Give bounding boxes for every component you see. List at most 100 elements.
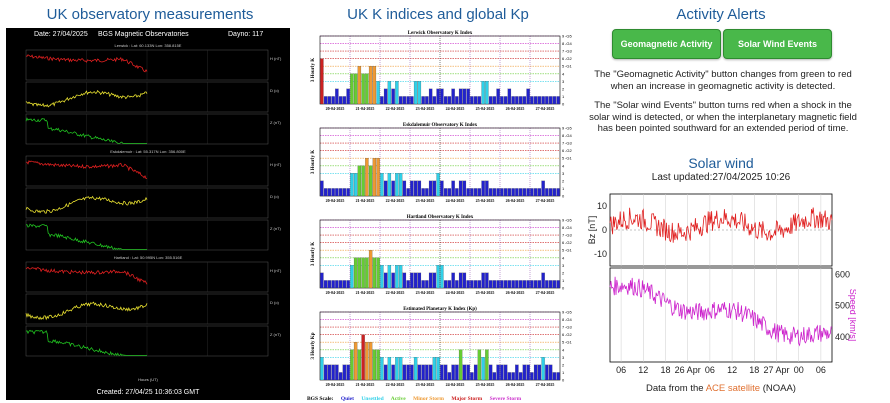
k-bar xyxy=(402,96,407,105)
k-bar xyxy=(492,280,497,289)
k-tick: 6 xyxy=(562,148,565,153)
k-bar xyxy=(507,280,512,289)
bgs-major-storm: Major Storm xyxy=(451,396,483,402)
gscale-label: -G1 xyxy=(565,248,572,253)
k-bar xyxy=(492,372,497,381)
k-bar xyxy=(372,349,377,381)
k-date-label: 25-04-2025 xyxy=(476,382,495,387)
k-bar xyxy=(413,272,418,289)
k-bar xyxy=(350,73,354,105)
k-bar xyxy=(327,364,332,381)
k-bar xyxy=(353,257,358,289)
k-bar xyxy=(327,188,332,197)
speed-tick: 400 xyxy=(835,332,850,342)
k-bar xyxy=(451,88,455,105)
gscale-label: -G2 xyxy=(565,56,572,61)
k-bar xyxy=(342,364,347,381)
k-bar xyxy=(391,88,395,105)
k-bar xyxy=(470,188,474,197)
gscale-label: -G4 xyxy=(565,317,572,322)
kindices-title: UK K indices and global Kp xyxy=(347,6,529,23)
k-tick: 5 xyxy=(562,248,565,253)
geomagnetic-activity-button[interactable]: Geomagnetic Activity xyxy=(612,29,721,59)
k-bar xyxy=(473,364,478,381)
kpanel-frame xyxy=(319,35,561,105)
k-date-label: 24-04-2025 xyxy=(446,382,465,387)
k-bar xyxy=(455,188,459,197)
k-tick: 4 xyxy=(562,347,565,352)
k-date-label: 26-04-2025 xyxy=(506,106,525,111)
k-bar xyxy=(496,364,500,381)
sw-x-tick: 18 xyxy=(660,365,670,375)
k-bar xyxy=(425,364,429,381)
trace-h xyxy=(25,54,148,73)
k-bar xyxy=(533,188,538,197)
k-bar xyxy=(391,364,395,381)
k-bar xyxy=(342,280,347,289)
k-bar xyxy=(496,88,500,105)
k-bar xyxy=(455,96,459,105)
k-bar xyxy=(338,372,343,381)
k-bar xyxy=(440,88,444,105)
solar-wind-events-button[interactable]: Solar Wind Events xyxy=(723,29,832,59)
mag-x-axis: Hours (UT) xyxy=(138,377,158,382)
k-bar xyxy=(320,272,324,289)
k-bar xyxy=(522,280,527,289)
k-bar xyxy=(473,188,478,197)
k-bar xyxy=(440,265,444,289)
sw-x-tick: 00 xyxy=(794,365,804,375)
k-bar xyxy=(548,364,553,381)
k-bar xyxy=(365,73,369,105)
k-bar xyxy=(383,180,388,197)
k-bar xyxy=(368,165,373,197)
k-bar xyxy=(353,173,358,197)
k-bar xyxy=(541,272,545,289)
magnetometer-plot[interactable]: Date: 27/04/2025 BGS Magnetic Observator… xyxy=(6,28,290,400)
k-bar xyxy=(443,188,448,197)
k-bar xyxy=(395,265,399,289)
k-bar xyxy=(425,188,429,197)
gscale-label: -G4 xyxy=(565,133,572,138)
k-date-label: 22-04-2025 xyxy=(386,106,405,111)
k-bar xyxy=(552,372,557,381)
k-bar xyxy=(485,180,489,197)
trace-label: Z (nT) xyxy=(270,120,282,125)
k-bar xyxy=(338,96,343,105)
ace-satellite-link[interactable]: ACE satellite xyxy=(705,383,761,394)
k-bar xyxy=(481,81,485,105)
sw-x-tick: 26 Apr xyxy=(675,365,701,375)
k-tick: 8 xyxy=(562,133,565,138)
k-bar xyxy=(402,272,407,289)
k-bar xyxy=(447,372,452,381)
magnetometer-traces: Lerwick : Lat: 60.133N Lon: 358.815E H (n… xyxy=(25,43,282,357)
sw-x-tick: 06 xyxy=(616,365,626,375)
solarwind-chart: 06 12 18 26 Apr 06 12 18 27 Apr 00 06 10 0 -10 Bz [nT… xyxy=(587,193,856,375)
k-bar xyxy=(455,280,459,289)
kpanel-frame xyxy=(319,127,561,197)
k-bar xyxy=(451,180,455,197)
k-tick: 1 xyxy=(562,94,565,99)
k-tick: 4 xyxy=(562,163,565,168)
trace-h xyxy=(25,160,148,179)
k-bar xyxy=(361,165,365,197)
k-tick: 0 xyxy=(562,378,565,383)
k-bar xyxy=(320,357,324,381)
k-tick: 7 xyxy=(562,233,565,238)
k-bar xyxy=(436,173,440,197)
k-bar xyxy=(481,272,485,289)
k-bar xyxy=(428,364,433,381)
trace-h xyxy=(25,266,148,285)
k-bar xyxy=(522,96,527,105)
k-date-label: 20-04-2025 xyxy=(326,382,345,387)
k-bar xyxy=(323,96,328,105)
k-bar xyxy=(361,334,365,381)
k-bar xyxy=(323,280,328,289)
trace-label: D (o) xyxy=(270,194,280,199)
k-bar xyxy=(530,372,534,381)
k-bar xyxy=(500,280,504,289)
kpanel-title: Hartland Observatory K Index xyxy=(407,215,474,220)
k-bar xyxy=(537,96,542,105)
k-bar xyxy=(323,188,328,197)
k-bar xyxy=(515,280,519,289)
k-bar xyxy=(361,73,365,105)
